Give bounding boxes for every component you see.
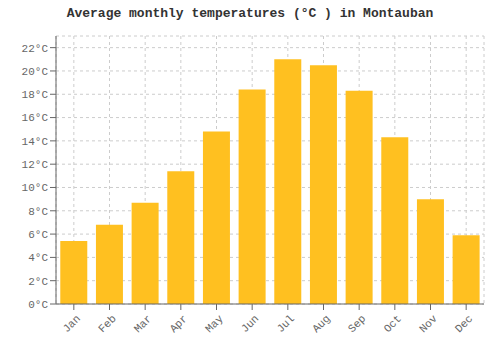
svg-text:10°C: 10°C [22, 182, 49, 194]
svg-text:Oct: Oct [382, 313, 404, 335]
svg-text:Dec: Dec [453, 313, 475, 335]
svg-text:12°C: 12°C [22, 159, 49, 171]
svg-text:22°C: 22°C [22, 43, 49, 55]
svg-text:May: May [203, 312, 226, 335]
svg-text:Aug: Aug [310, 313, 332, 335]
svg-text:Jul: Jul [275, 313, 297, 335]
svg-text:6°C: 6°C [28, 229, 48, 241]
svg-text:Jan: Jan [61, 313, 83, 335]
svg-text:16°C: 16°C [22, 112, 49, 124]
svg-text:2°C: 2°C [28, 276, 48, 288]
svg-text:Feb: Feb [96, 313, 118, 335]
svg-text:Nov: Nov [417, 312, 440, 335]
svg-text:0°C: 0°C [28, 299, 48, 311]
html-text:Average monthly temperatures (: Average monthly temperatures (°C ) in Mo… [66, 6, 434, 21]
svg-text:Jun: Jun [239, 313, 261, 335]
svg-text:4°C: 4°C [28, 252, 48, 264]
svg-text:20°C: 20°C [22, 66, 49, 78]
svg-text:Sep: Sep [346, 313, 368, 335]
svg-text:Mar: Mar [132, 313, 154, 335]
svg-text:18°C: 18°C [22, 89, 49, 101]
svg-text:Apr: Apr [168, 313, 190, 335]
svg-text:8°C: 8°C [28, 206, 48, 218]
svg-text:14°C: 14°C [22, 136, 49, 148]
